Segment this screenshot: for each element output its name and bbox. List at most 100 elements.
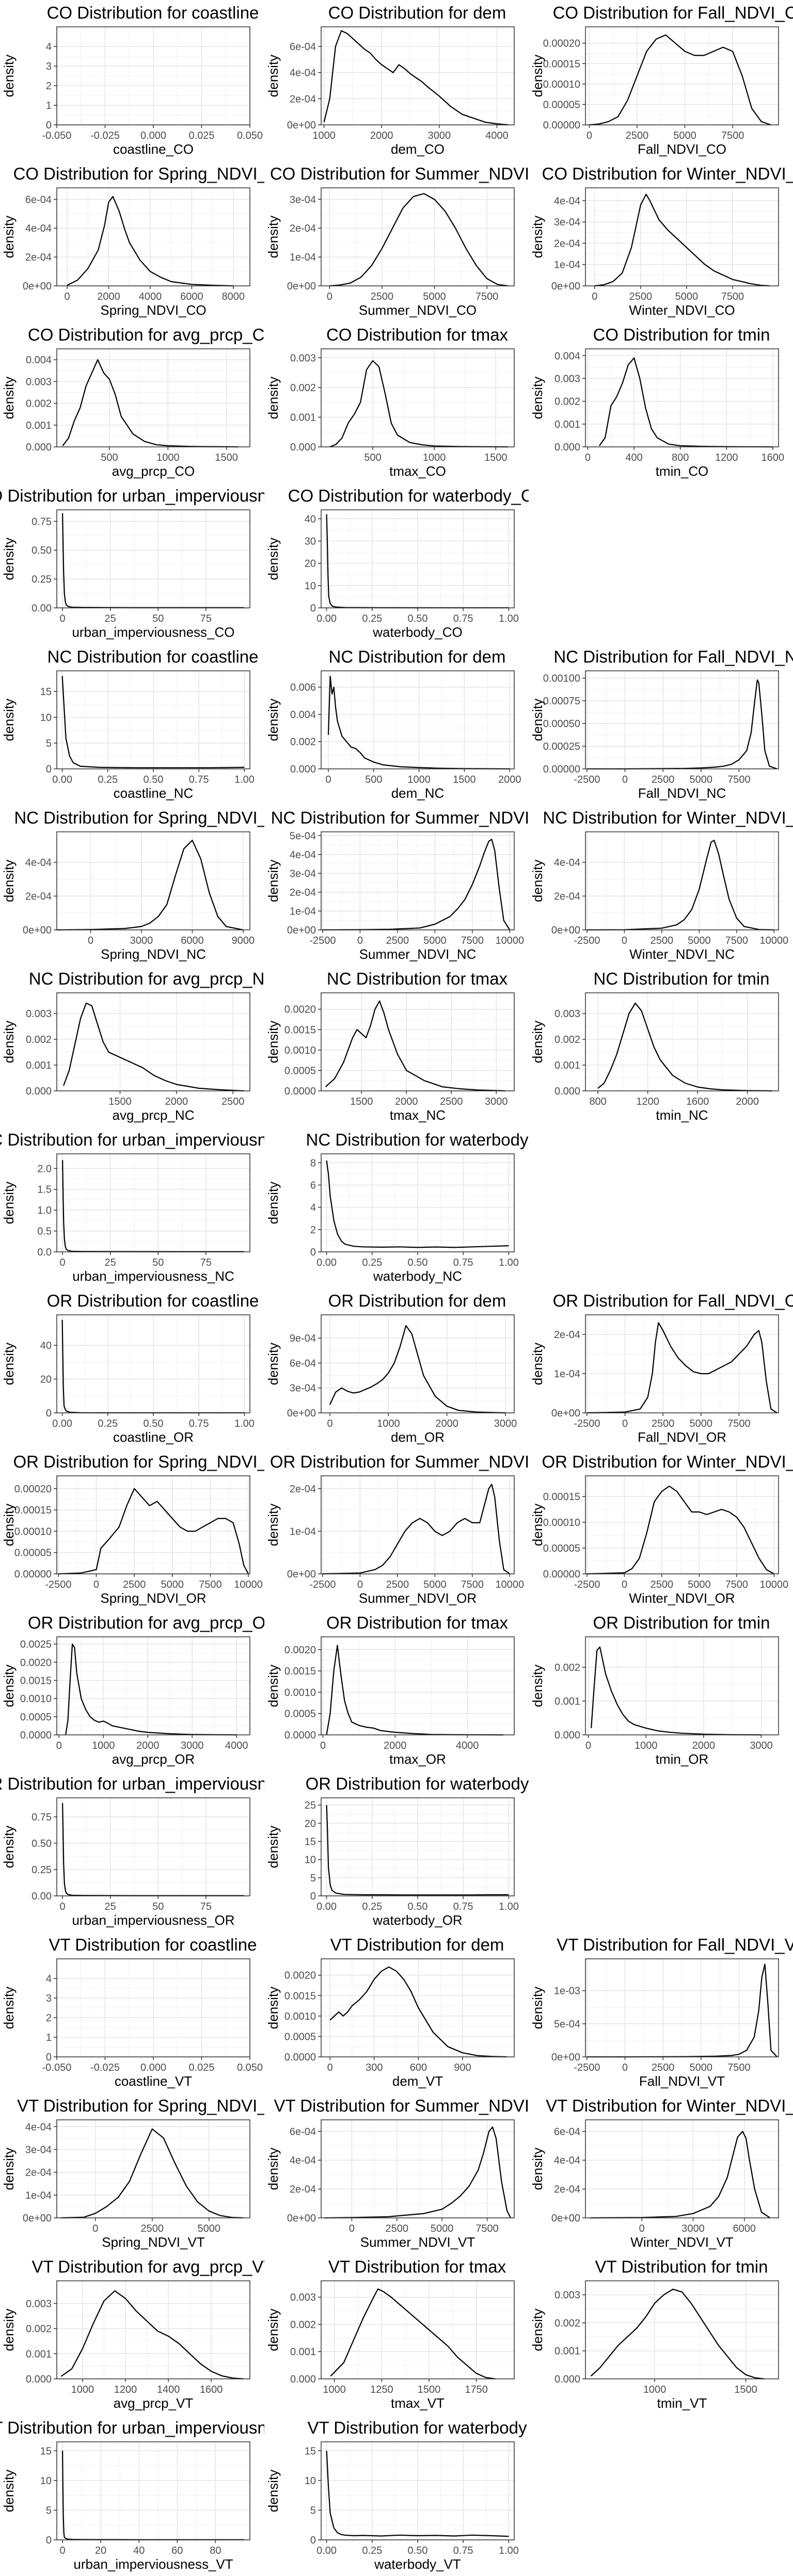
x-tick-label: 7500 [461, 935, 484, 946]
density-panel: -2500 0 2500 5000 7500 10000 0e+00 1e-04 2e-04 OR… [265, 1452, 529, 1606]
x-tick-label: 7500 [461, 1579, 484, 1590]
x-tick-label: 80 [210, 2545, 221, 2556]
plot-background [57, 832, 250, 930]
x-tick-label: 40 [133, 2545, 145, 2556]
y-axis-label: density [265, 1504, 281, 1546]
y-tick-label: 0.001 [290, 2346, 316, 2358]
x-tick-label: 1000 [156, 452, 180, 463]
y-tick-label: 2e-04 [25, 2167, 52, 2179]
x-tick-label: 0.75 [453, 1901, 473, 1912]
density-panel: 500 1000 1500 0.000 0.001 0.002 0.003 0.004 CO D… [1, 325, 264, 479]
x-tick-label: 0.50 [408, 1901, 428, 1912]
x-axis-label: Fall_NDVI_NC [638, 785, 726, 801]
panel-border [321, 1314, 515, 1413]
panel-title: VT Distribution for tmin [595, 2257, 768, 2276]
panel-border [56, 1314, 250, 1413]
y-tick-label: 0.002 [26, 398, 52, 410]
density-panel: -2500 0 2500 5000 7500 10000 0e+00 2e-04 4e-04 NC… [530, 808, 793, 962]
density-panel: 0 25 50 75 0.0 0.5 1.0 1.5 2.0 NC Distribution fo… [0, 1130, 264, 1284]
y-tick-label: 0.75 [31, 1812, 52, 1823]
x-tick-label: 2500 [652, 774, 675, 785]
y-tick-label: 0.0000 [20, 1730, 52, 1741]
x-tick-label: 5000 [198, 2223, 221, 2234]
y-tick-label: 25 [305, 1800, 316, 1811]
y-tick-label: 1e-04 [290, 1526, 316, 1537]
y-axis-label: density [265, 1343, 281, 1385]
y-tick-label: 0.0010 [284, 1045, 316, 1056]
plot-background [321, 2281, 514, 2379]
y-tick-label: 1e-04 [25, 2190, 52, 2201]
y-axis-label: density [265, 1665, 281, 1707]
x-tick-label: 0.00 [316, 2545, 337, 2556]
x-tick-label: 2000 [136, 1740, 160, 1751]
panel-border [56, 1153, 250, 1252]
y-tick-label: 0 [310, 1891, 316, 1902]
x-tick-label: 0 [56, 1740, 62, 1751]
y-axis-label: density [530, 1504, 545, 1546]
panel-border [321, 1958, 515, 2057]
panel-title: OR Distribution for Summer_NDVI_OR [270, 1452, 529, 1471]
y-tick-label: 0.000 [290, 442, 316, 453]
y-tick-label: 1.5 [37, 1184, 52, 1196]
x-tick-label: 4000 [139, 291, 162, 302]
panel-title: OR Distribution for coastline [47, 1291, 259, 1310]
density-panel: -2500 0 2500 5000 7500 0.00000 0.00025 0.00050 0… [530, 647, 793, 801]
y-tick-label: 0e+00 [551, 2052, 580, 2063]
density-line [326, 2451, 509, 2537]
y-tick-label: 0.00000 [543, 120, 580, 131]
y-tick-label: 0.00000 [14, 1569, 52, 1580]
x-tick-label: -2500 [574, 1418, 600, 1429]
panel-border [321, 1153, 515, 1252]
x-tick-label: 75 [200, 1901, 212, 1912]
y-tick-label: 2e-04 [554, 891, 580, 902]
plot-background [321, 993, 514, 1091]
x-tick-label: 6000 [180, 291, 203, 302]
density-panel: 0.00 0.25 0.50 0.75 1.00 0 2 4 6 8 NC Distribution… [265, 1130, 529, 1284]
y-tick-label: 0.002 [554, 2317, 580, 2329]
x-tick-label: 10000 [759, 935, 788, 946]
density-line [58, 1488, 249, 1575]
y-axis-label: density [265, 216, 281, 258]
x-tick-label: 1.00 [234, 1418, 255, 1429]
panel-title: CO Distribution for coastline [47, 3, 259, 22]
x-tick-label: 0 [639, 2223, 645, 2234]
x-tick-label: 1600 [200, 2384, 223, 2395]
y-tick-label: 6 [310, 1180, 316, 1191]
density-line [324, 2126, 511, 2219]
y-tick-label: 10 [305, 581, 316, 592]
x-tick-label: 3000 [181, 1740, 204, 1751]
panel-title: VT Distribution for Spring_NDVI_VT [17, 2096, 264, 2115]
x-axis-label: avg_prcp_CO [112, 463, 195, 479]
x-axis-label: coastline_NC [114, 785, 194, 801]
x-axis-label: coastline_VT [115, 2073, 192, 2089]
x-tick-label: 20 [95, 2545, 106, 2556]
density-line [586, 679, 778, 770]
y-tick-label: 0 [310, 2535, 316, 2546]
x-tick-label: 2500 [651, 1579, 674, 1590]
y-tick-label: 0.001 [26, 2348, 52, 2360]
plot-background [585, 27, 779, 125]
x-tick-label: 2500 [386, 1579, 409, 1590]
x-tick-label: 0.25 [98, 1418, 118, 1429]
x-axis-label: Summer_NDVI_NC [359, 946, 477, 962]
x-tick-label: 0.75 [453, 613, 473, 624]
y-tick-label: 4e-04 [554, 2155, 580, 2166]
x-tick-label: 1000 [635, 1740, 658, 1751]
y-axis-label: density [530, 55, 545, 97]
y-tick-label: 0e+00 [287, 120, 316, 131]
plot-background [321, 1476, 514, 1574]
y-tick-label: 2e-04 [290, 2184, 316, 2195]
x-tick-label: 2500 [371, 291, 394, 302]
y-tick-label: 0.00010 [543, 79, 580, 90]
x-tick-label: 0.75 [189, 1418, 209, 1429]
panel-title: VT Distribution for Summer_NDVI_VT [274, 2096, 529, 2115]
x-axis-label: avg_prcp_OR [112, 1751, 195, 1767]
y-tick-label: 1 [46, 2032, 52, 2043]
y-tick-label: 1e-04 [554, 1369, 580, 1380]
y-tick-label: 2e-04 [290, 1484, 316, 1495]
x-tick-label: 1500 [453, 774, 476, 785]
panel-title: CO Distribution for Summer_NDVI_CO [270, 164, 529, 183]
panel-border [56, 2280, 250, 2379]
x-tick-label: 5000 [161, 1579, 184, 1590]
x-tick-label: 1200 [114, 2384, 137, 2395]
